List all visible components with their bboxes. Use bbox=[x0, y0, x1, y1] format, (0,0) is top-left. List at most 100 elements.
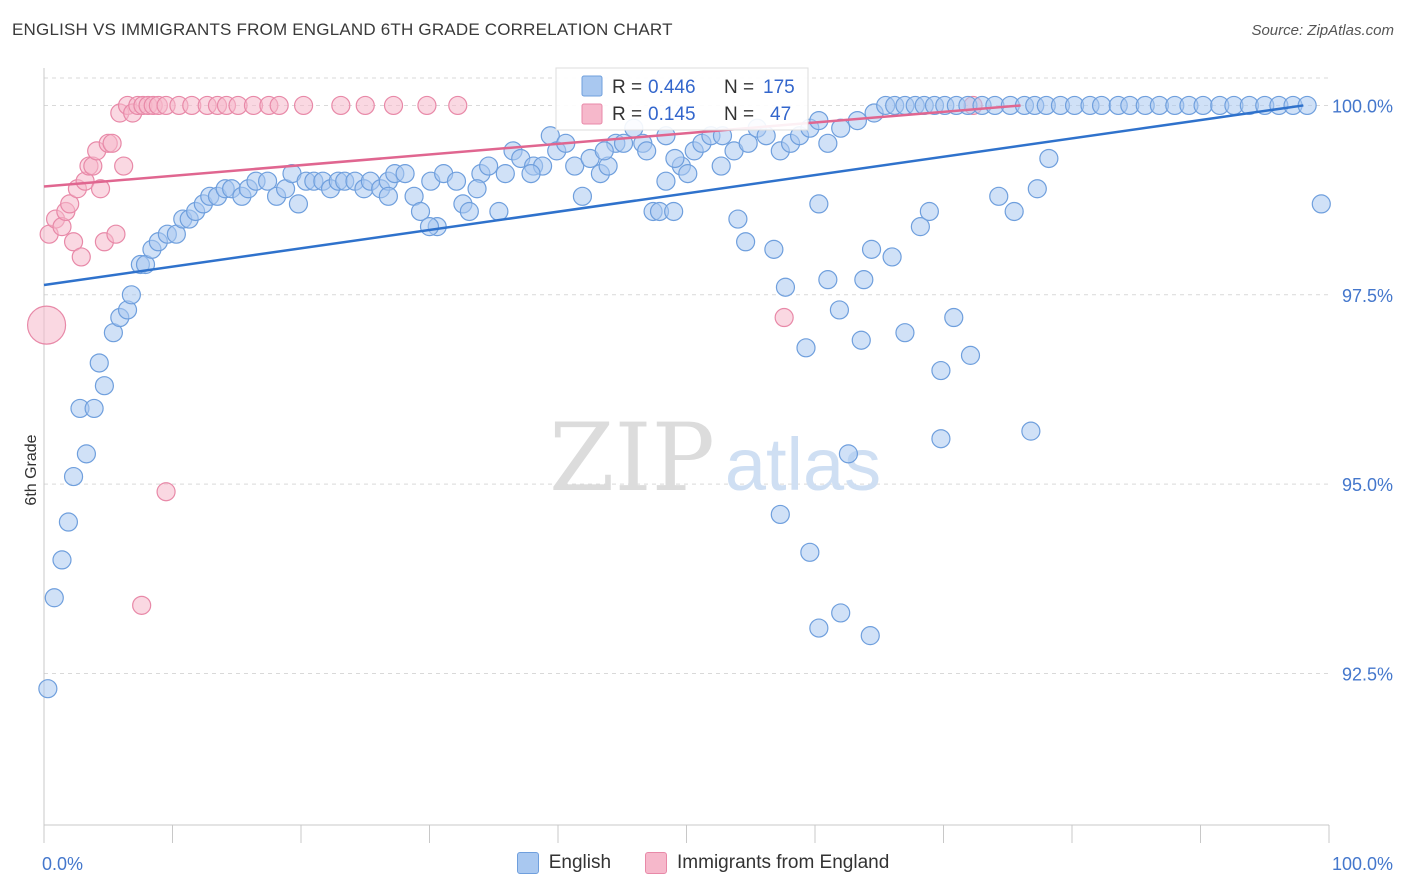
english-point bbox=[1311, 194, 1331, 214]
english-point bbox=[572, 186, 593, 206]
stats-english-r-label: R = bbox=[612, 77, 642, 98]
watermark-atlas: atlas bbox=[725, 423, 881, 506]
english-point bbox=[395, 164, 415, 184]
english-point bbox=[770, 504, 790, 525]
england-point bbox=[106, 224, 126, 244]
english-point bbox=[738, 133, 758, 153]
english-point bbox=[52, 550, 72, 570]
english-point bbox=[84, 398, 104, 419]
england-point bbox=[269, 95, 289, 116]
english-point bbox=[44, 588, 64, 608]
english-point bbox=[989, 186, 1009, 206]
england-point bbox=[60, 194, 80, 214]
england-point bbox=[132, 595, 152, 615]
english-point bbox=[854, 270, 874, 290]
england-point bbox=[448, 95, 468, 116]
stats-england-n-label: N = bbox=[724, 104, 754, 125]
english-point bbox=[121, 285, 141, 305]
english-point bbox=[459, 201, 479, 222]
english-point bbox=[931, 360, 951, 381]
england-point bbox=[331, 95, 351, 116]
x-tick-label-max: 100.0% bbox=[1332, 854, 1393, 874]
english-point bbox=[1027, 179, 1047, 199]
english-point bbox=[728, 209, 748, 229]
stats-english-r-value: 0.446 bbox=[648, 77, 696, 98]
english-point bbox=[58, 512, 79, 532]
english-point bbox=[1091, 95, 1112, 116]
english-point bbox=[818, 270, 838, 290]
english-point bbox=[1004, 201, 1024, 222]
watermark: ZIP atlas bbox=[549, 404, 881, 513]
english-point bbox=[829, 300, 850, 320]
england-point bbox=[26, 305, 67, 345]
england-point bbox=[355, 95, 375, 116]
england-point bbox=[90, 179, 111, 199]
english-point bbox=[94, 376, 114, 396]
y-tick-label: 95.0% bbox=[1342, 475, 1393, 495]
stats-english-n-value: 175 bbox=[763, 77, 795, 98]
english-point bbox=[288, 194, 309, 214]
england-point bbox=[63, 232, 84, 252]
english-point bbox=[809, 194, 829, 214]
y-tick-label: 92.5% bbox=[1342, 665, 1393, 685]
english-point bbox=[63, 466, 84, 487]
english-point bbox=[919, 201, 939, 222]
english-point bbox=[931, 429, 951, 449]
series-immigrants-from-england bbox=[26, 95, 983, 615]
stats-england-swatch bbox=[581, 103, 603, 125]
english-point bbox=[800, 542, 820, 562]
chart-title: ENGLISH VS IMMIGRANTS FROM ENGLAND 6TH G… bbox=[12, 20, 673, 39]
english-point bbox=[711, 156, 731, 176]
english-point bbox=[944, 307, 964, 328]
series-english bbox=[38, 95, 1331, 699]
english-point bbox=[1039, 148, 1059, 169]
english-point bbox=[809, 618, 829, 638]
english-point bbox=[467, 179, 487, 199]
english-point bbox=[446, 171, 467, 191]
english-point bbox=[594, 141, 614, 161]
english-point bbox=[479, 156, 499, 176]
english-point bbox=[838, 444, 859, 464]
legend-item-english[interactable]: English bbox=[516, 852, 612, 874]
english-point bbox=[910, 217, 930, 237]
england-point bbox=[114, 156, 134, 176]
legend-england-swatch bbox=[645, 852, 668, 874]
legend-english-label: English bbox=[548, 852, 612, 873]
english-point bbox=[76, 444, 97, 464]
stats-england-n-value: 47 bbox=[770, 104, 791, 125]
english-point bbox=[565, 156, 585, 176]
legend-item-england[interactable]: Immigrants from England bbox=[645, 852, 889, 874]
english-point bbox=[637, 141, 657, 161]
english-point bbox=[378, 186, 398, 206]
legend-english-swatch bbox=[516, 852, 539, 874]
english-point bbox=[410, 201, 431, 222]
english-point bbox=[860, 626, 880, 646]
english-point bbox=[419, 217, 440, 237]
legend: English Immigrants from England bbox=[0, 852, 1406, 874]
english-point bbox=[678, 164, 698, 184]
english-point bbox=[38, 679, 58, 699]
stats-english-swatch bbox=[581, 75, 603, 97]
axes bbox=[43, 68, 1330, 843]
english-point bbox=[664, 201, 684, 222]
source-credit: Source: ZipAtlas.com bbox=[1251, 22, 1394, 39]
english-point bbox=[489, 201, 509, 222]
england-trend-line bbox=[43, 104, 1021, 188]
stats-box: R = 0.446 N = 175 R = 0.145 N = 47 bbox=[555, 67, 809, 131]
english-point bbox=[521, 164, 541, 184]
stats-english-n-label: N = bbox=[724, 77, 754, 98]
x-tick-label-min: 0.0% bbox=[42, 854, 83, 874]
english-point bbox=[656, 171, 676, 191]
english-point bbox=[764, 239, 784, 259]
england-point bbox=[774, 307, 794, 328]
english-point bbox=[736, 232, 756, 252]
england-point bbox=[156, 482, 176, 502]
legend-england-label: Immigrants from England bbox=[677, 852, 890, 873]
english-point bbox=[882, 247, 902, 267]
english-point bbox=[960, 345, 981, 365]
english-point bbox=[796, 338, 816, 358]
english-point bbox=[1193, 95, 1213, 116]
tick-labels: 92.5% 95.0% 97.5% 100.0% 0.0% 100.0% bbox=[42, 96, 1393, 874]
english-point bbox=[895, 323, 915, 343]
